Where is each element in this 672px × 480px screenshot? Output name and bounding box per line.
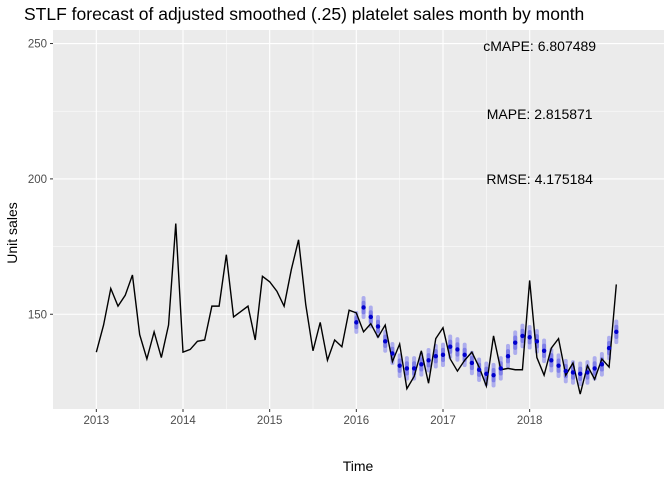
forecast-point	[368, 314, 373, 320]
chart-title: STLF forecast of adjusted smoothed (.25)…	[24, 4, 584, 24]
forecast-point	[599, 362, 605, 367]
forecast-point	[469, 360, 475, 366]
forecast-point	[606, 345, 612, 351]
axis-ticks: 150 200 250 2013 2014 2015 2016 2017 2018	[28, 39, 543, 427]
forecast-point	[404, 366, 410, 371]
mape-annotation: MAPE: 2.815871	[487, 106, 593, 122]
forecast-point	[390, 351, 395, 356]
forecast-point	[383, 339, 388, 344]
grid-lines	[53, 30, 664, 409]
forecast-points	[354, 305, 619, 378]
forecast-point	[476, 367, 482, 372]
forecast-point	[614, 329, 619, 335]
forecast-point	[375, 324, 381, 329]
forecast-point	[448, 344, 453, 349]
cmape-annotation: cMAPE: 6.807489	[483, 38, 596, 54]
forecast-point	[513, 340, 518, 345]
forecast-point	[570, 370, 576, 375]
forecast-point	[534, 339, 540, 344]
y-tick-label: 250	[28, 39, 47, 51]
actual-sales-line	[95, 223, 618, 395]
forecast-point	[527, 335, 532, 340]
forecast-point	[549, 358, 554, 363]
forecast-point	[505, 354, 511, 359]
forecast-point	[419, 362, 424, 367]
forecast-point	[426, 358, 431, 363]
forecast-point	[397, 363, 402, 368]
x-tick-label: 2017	[430, 415, 456, 427]
forecast-point	[411, 366, 417, 371]
forecast-point	[498, 366, 503, 371]
forecast-point	[592, 366, 597, 371]
forecast-point	[433, 354, 438, 359]
forecast-point	[520, 333, 525, 339]
forecast-point	[440, 352, 446, 358]
x-tick-label: 2014	[170, 415, 196, 427]
y-tick-label: 150	[28, 309, 47, 321]
x-axis-title: Time	[343, 458, 374, 474]
forecast-point	[556, 363, 561, 368]
forecast-point	[455, 347, 460, 352]
x-tick-label: 2015	[257, 415, 283, 427]
y-axis-title: Unit sales	[4, 202, 20, 263]
rmse-annotation: RMSE: 4.175184	[486, 171, 593, 187]
y-tick-label: 200	[28, 174, 47, 186]
forecast-point	[462, 352, 467, 358]
x-tick-label: 2013	[84, 415, 110, 427]
forecast-point	[491, 372, 496, 378]
forecast-point	[578, 371, 583, 377]
forecast-point	[484, 371, 489, 377]
plot-panel	[53, 30, 664, 409]
forecast-point	[563, 368, 568, 374]
forecast-point	[541, 348, 547, 353]
x-tick-label: 2018	[517, 415, 543, 427]
forecast-point	[585, 370, 590, 375]
forecast-point	[361, 305, 366, 310]
x-tick-label: 2016	[344, 415, 370, 427]
forecast-point	[354, 320, 359, 325]
metric-annotations: cMAPE: 6.807489 MAPE: 2.815871 RMSE: 4.1…	[483, 38, 596, 187]
